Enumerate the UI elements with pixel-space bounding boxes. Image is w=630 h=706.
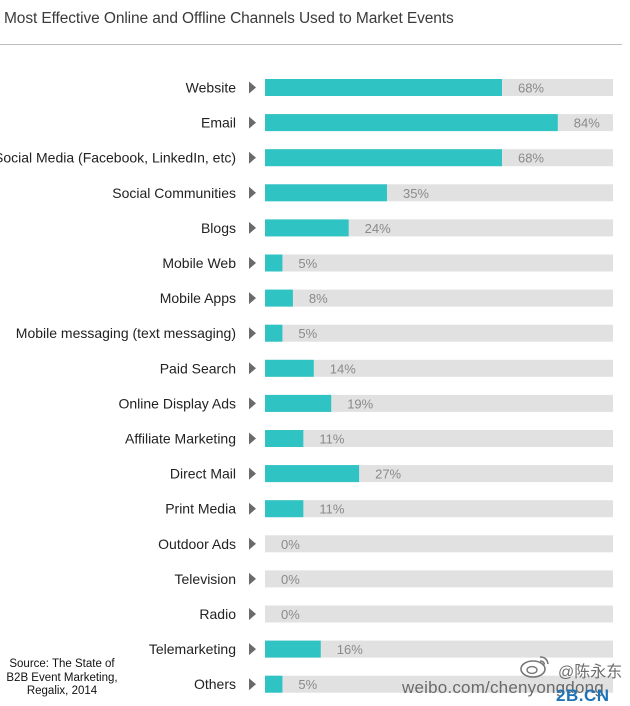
- category-label: Blogs: [201, 220, 236, 236]
- category-label: Mobile Apps: [160, 290, 236, 306]
- source-line-2: B2B Event Marketing,: [6, 671, 118, 684]
- value-label: 11%: [319, 432, 344, 447]
- value-label: 0%: [281, 537, 300, 552]
- watermark-handle: @陈永东: [558, 664, 623, 681]
- category-label: Others: [194, 676, 236, 692]
- bar: [265, 640, 321, 658]
- bar-track: [265, 605, 613, 623]
- bar-track: [265, 324, 613, 342]
- watermark-weibo-url: weibo.com/chenyongdong: [402, 678, 604, 697]
- row-marker-icon: [249, 362, 256, 375]
- title-divider: [0, 44, 622, 45]
- weibo-logo-icon: [520, 656, 549, 678]
- category-label: Television: [175, 571, 236, 587]
- value-label: 19%: [347, 396, 373, 411]
- bar-track: [265, 359, 613, 377]
- row-marker-icon: [249, 221, 256, 234]
- value-label: 14%: [330, 361, 356, 376]
- category-label: Print Media: [165, 501, 236, 517]
- row-marker-icon: [249, 186, 256, 199]
- bar-track: [265, 394, 613, 412]
- value-label: 0%: [281, 607, 300, 622]
- category-label: Online Display Ads: [118, 395, 236, 411]
- source-line-1: Source: The State of: [9, 658, 115, 670]
- value-label: 5%: [298, 256, 317, 271]
- bar-track: [265, 535, 613, 553]
- row-marker-icon: [249, 116, 256, 129]
- category-label: Social Communities: [112, 185, 236, 201]
- row-marker-icon: [249, 537, 256, 550]
- value-label: 5%: [298, 326, 317, 341]
- category-label: Direct Mail: [170, 466, 236, 482]
- bar: [265, 324, 283, 342]
- bar-track: [265, 430, 613, 447]
- source-line-3: Regalix, 2014: [26, 685, 98, 697]
- bar: [265, 289, 293, 307]
- value-label: 27%: [375, 467, 401, 482]
- row-marker-icon: [249, 502, 256, 515]
- bar-track: [265, 289, 613, 307]
- category-label: Mobile Web: [162, 255, 236, 271]
- category-label: Social Media (Facebook, LinkedIn, etc): [0, 150, 236, 166]
- category-label: Radio: [199, 606, 236, 622]
- bar: [265, 675, 283, 693]
- row-marker-icon: [249, 81, 256, 94]
- bar-track: [265, 254, 613, 272]
- row-marker-icon: [249, 292, 256, 305]
- bar: [265, 254, 283, 272]
- value-label: 5%: [298, 677, 317, 692]
- bar-track: [265, 675, 613, 693]
- bar: [265, 500, 304, 518]
- category-label: Email: [201, 115, 236, 131]
- value-label: 35%: [403, 186, 429, 201]
- source-note: Source: The State of B2B Event Marketing…: [0, 658, 124, 699]
- row-marker-icon: [249, 257, 256, 269]
- watermark-site: 2B.CN: [556, 686, 610, 705]
- row-marker-icon: [249, 467, 256, 480]
- bar: [265, 79, 502, 96]
- bar-track: [265, 219, 613, 237]
- chart-title: Most Effective Online and Offline Channe…: [4, 10, 454, 27]
- bar: [265, 359, 314, 377]
- row-marker-icon: [249, 432, 256, 445]
- value-label: 24%: [365, 221, 391, 236]
- value-label: 16%: [337, 642, 363, 657]
- value-label: 68%: [518, 81, 544, 96]
- value-label: 8%: [309, 291, 328, 306]
- category-label: Telemarketing: [149, 641, 236, 657]
- row-marker-icon: [249, 678, 256, 691]
- bar: [265, 219, 349, 237]
- bar: [265, 184, 387, 202]
- row-marker-icon: [249, 397, 256, 410]
- row-marker-icon: [249, 572, 256, 585]
- bar: [265, 465, 360, 483]
- category-label: Outdoor Ads: [158, 536, 236, 552]
- category-label: Paid Search: [160, 360, 236, 376]
- value-label: 11%: [319, 502, 344, 517]
- bar: [265, 149, 502, 167]
- category-label: Website: [186, 80, 237, 96]
- value-label: 68%: [518, 151, 544, 166]
- value-label: 0%: [281, 572, 300, 587]
- bar-track: [265, 500, 613, 518]
- value-label: 84%: [574, 116, 600, 131]
- row-marker-icon: [249, 643, 256, 656]
- bar-track: [265, 640, 613, 658]
- bar: [265, 114, 558, 132]
- row-marker-icon: [249, 151, 256, 164]
- row-marker-icon: [249, 327, 256, 340]
- category-label: Mobile messaging (text messaging): [16, 325, 236, 341]
- category-label: Affiliate Marketing: [125, 431, 236, 447]
- bar: [265, 430, 304, 447]
- bar: [265, 394, 332, 412]
- bar-track: [265, 570, 613, 588]
- row-marker-icon: [249, 608, 256, 620]
